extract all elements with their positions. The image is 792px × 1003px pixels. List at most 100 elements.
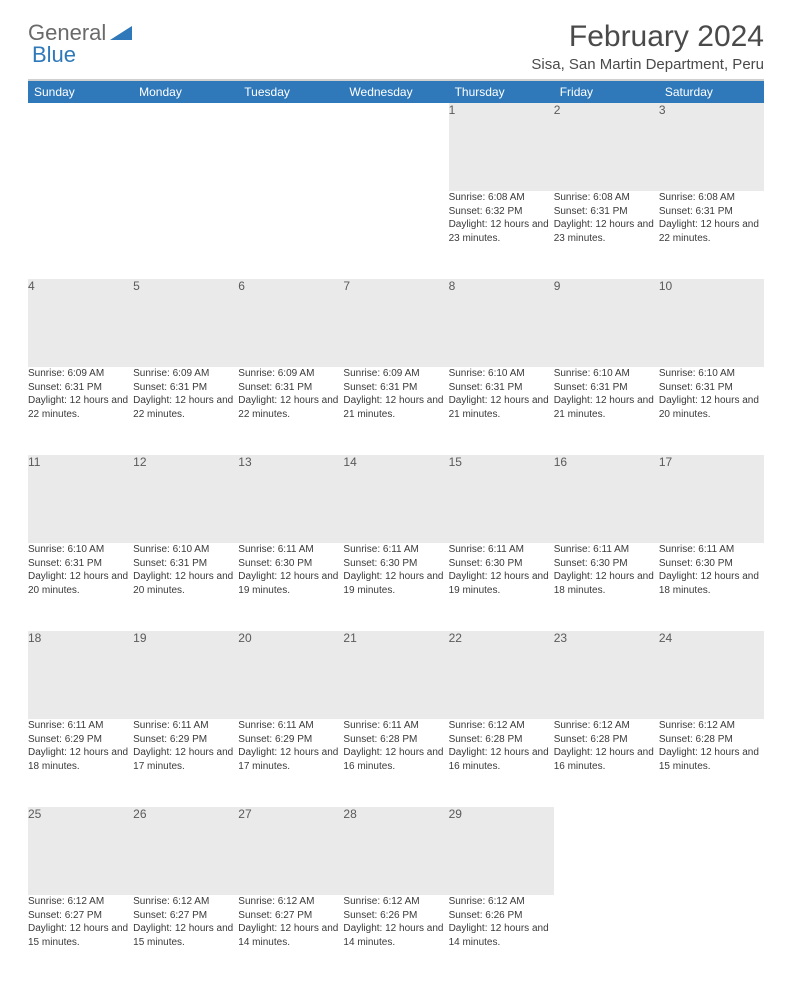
day-number-cell: 26 (133, 807, 238, 895)
day-content-cell: Sunrise: 6:10 AMSunset: 6:31 PMDaylight:… (659, 367, 764, 455)
day-number-cell (133, 103, 238, 191)
sunrise-text: Sunrise: 6:08 AM (449, 191, 554, 205)
sunset-text: Sunset: 6:30 PM (659, 557, 764, 571)
day-content-cell: Sunrise: 6:12 AMSunset: 6:26 PMDaylight:… (449, 895, 554, 983)
day-content-cell: Sunrise: 6:12 AMSunset: 6:26 PMDaylight:… (343, 895, 448, 983)
daylight-text: Daylight: 12 hours and 14 minutes. (238, 922, 343, 949)
day-number-cell (554, 807, 659, 895)
weekday-header: Friday (554, 81, 659, 103)
day-content-cell (238, 191, 343, 279)
daylight-text: Daylight: 12 hours and 14 minutes. (449, 922, 554, 949)
daylight-text: Daylight: 12 hours and 23 minutes. (554, 218, 659, 245)
sunset-text: Sunset: 6:31 PM (659, 381, 764, 395)
sunrise-text: Sunrise: 6:10 AM (28, 543, 133, 557)
sunset-text: Sunset: 6:27 PM (28, 909, 133, 923)
sunset-text: Sunset: 6:27 PM (238, 909, 343, 923)
daylight-text: Daylight: 12 hours and 17 minutes. (238, 746, 343, 773)
day-number-cell: 14 (343, 455, 448, 543)
weekday-header: Wednesday (343, 81, 448, 103)
sunrise-text: Sunrise: 6:11 AM (343, 719, 448, 733)
day-content-cell: Sunrise: 6:10 AMSunset: 6:31 PMDaylight:… (449, 367, 554, 455)
sunset-text: Sunset: 6:31 PM (343, 381, 448, 395)
day-number-cell: 19 (133, 631, 238, 719)
day-content-row: Sunrise: 6:08 AMSunset: 6:32 PMDaylight:… (28, 191, 764, 279)
day-number-cell: 27 (238, 807, 343, 895)
sunrise-text: Sunrise: 6:10 AM (554, 367, 659, 381)
daylight-text: Daylight: 12 hours and 18 minutes. (659, 570, 764, 597)
sunset-text: Sunset: 6:29 PM (238, 733, 343, 747)
day-number-cell: 20 (238, 631, 343, 719)
weekday-header-row: Sunday Monday Tuesday Wednesday Thursday… (28, 81, 764, 103)
sunrise-text: Sunrise: 6:09 AM (133, 367, 238, 381)
day-content-cell: Sunrise: 6:11 AMSunset: 6:30 PMDaylight:… (343, 543, 448, 631)
day-number-cell: 16 (554, 455, 659, 543)
day-content-cell (659, 895, 764, 983)
day-content-cell: Sunrise: 6:11 AMSunset: 6:28 PMDaylight:… (343, 719, 448, 807)
day-content-cell (28, 191, 133, 279)
day-content-cell: Sunrise: 6:09 AMSunset: 6:31 PMDaylight:… (343, 367, 448, 455)
sunset-text: Sunset: 6:30 PM (238, 557, 343, 571)
day-number-row: 18192021222324 (28, 631, 764, 719)
day-content-cell: Sunrise: 6:12 AMSunset: 6:27 PMDaylight:… (133, 895, 238, 983)
day-number-cell: 9 (554, 279, 659, 367)
daylight-text: Daylight: 12 hours and 17 minutes. (133, 746, 238, 773)
header: General February 2024 Sisa, San Martin D… (28, 20, 764, 73)
day-content-cell: Sunrise: 6:09 AMSunset: 6:31 PMDaylight:… (28, 367, 133, 455)
daylight-text: Daylight: 12 hours and 15 minutes. (28, 922, 133, 949)
day-number-cell (343, 103, 448, 191)
day-number-cell: 8 (449, 279, 554, 367)
sunrise-text: Sunrise: 6:12 AM (343, 895, 448, 909)
day-content-cell: Sunrise: 6:08 AMSunset: 6:32 PMDaylight:… (449, 191, 554, 279)
sunset-text: Sunset: 6:31 PM (449, 381, 554, 395)
day-number-cell: 1 (449, 103, 554, 191)
sunrise-text: Sunrise: 6:08 AM (659, 191, 764, 205)
sunset-text: Sunset: 6:28 PM (343, 733, 448, 747)
weekday-header: Saturday (659, 81, 764, 103)
day-number-cell: 10 (659, 279, 764, 367)
logo-triangle-icon (110, 24, 132, 40)
sunrise-text: Sunrise: 6:10 AM (659, 367, 764, 381)
day-content-cell: Sunrise: 6:11 AMSunset: 6:29 PMDaylight:… (238, 719, 343, 807)
day-content-row: Sunrise: 6:10 AMSunset: 6:31 PMDaylight:… (28, 543, 764, 631)
sunrise-text: Sunrise: 6:12 AM (238, 895, 343, 909)
sunrise-text: Sunrise: 6:12 AM (28, 895, 133, 909)
daylight-text: Daylight: 12 hours and 16 minutes. (449, 746, 554, 773)
sunrise-text: Sunrise: 6:08 AM (554, 191, 659, 205)
day-content-cell: Sunrise: 6:10 AMSunset: 6:31 PMDaylight:… (133, 543, 238, 631)
sunset-text: Sunset: 6:31 PM (554, 381, 659, 395)
sunset-text: Sunset: 6:30 PM (449, 557, 554, 571)
daylight-text: Daylight: 12 hours and 16 minutes. (554, 746, 659, 773)
location-label: Sisa, San Martin Department, Peru (531, 56, 764, 73)
sunrise-text: Sunrise: 6:11 AM (238, 543, 343, 557)
daylight-text: Daylight: 12 hours and 20 minutes. (133, 570, 238, 597)
sunrise-text: Sunrise: 6:09 AM (28, 367, 133, 381)
sunset-text: Sunset: 6:31 PM (133, 557, 238, 571)
day-number-cell: 12 (133, 455, 238, 543)
daylight-text: Daylight: 12 hours and 22 minutes. (238, 394, 343, 421)
sunset-text: Sunset: 6:28 PM (554, 733, 659, 747)
day-number-cell: 5 (133, 279, 238, 367)
day-number-row: 2526272829 (28, 807, 764, 895)
sunrise-text: Sunrise: 6:12 AM (449, 895, 554, 909)
day-content-cell: Sunrise: 6:11 AMSunset: 6:29 PMDaylight:… (133, 719, 238, 807)
sunrise-text: Sunrise: 6:09 AM (343, 367, 448, 381)
sunrise-text: Sunrise: 6:12 AM (449, 719, 554, 733)
daylight-text: Daylight: 12 hours and 19 minutes. (238, 570, 343, 597)
sunset-text: Sunset: 6:31 PM (554, 205, 659, 219)
day-number-cell: 24 (659, 631, 764, 719)
daylight-text: Daylight: 12 hours and 14 minutes. (343, 922, 448, 949)
sunset-text: Sunset: 6:31 PM (659, 205, 764, 219)
day-number-row: 123 (28, 103, 764, 191)
sunset-text: Sunset: 6:31 PM (28, 557, 133, 571)
weekday-header: Monday (133, 81, 238, 103)
sunrise-text: Sunrise: 6:12 AM (133, 895, 238, 909)
sunrise-text: Sunrise: 6:11 AM (343, 543, 448, 557)
sunrise-text: Sunrise: 6:09 AM (238, 367, 343, 381)
day-content-cell: Sunrise: 6:10 AMSunset: 6:31 PMDaylight:… (28, 543, 133, 631)
day-content-cell: Sunrise: 6:09 AMSunset: 6:31 PMDaylight:… (133, 367, 238, 455)
month-title: February 2024 (531, 20, 764, 54)
day-content-cell: Sunrise: 6:09 AMSunset: 6:31 PMDaylight:… (238, 367, 343, 455)
day-content-cell (554, 895, 659, 983)
day-number-cell: 21 (343, 631, 448, 719)
day-content-cell: Sunrise: 6:12 AMSunset: 6:28 PMDaylight:… (659, 719, 764, 807)
